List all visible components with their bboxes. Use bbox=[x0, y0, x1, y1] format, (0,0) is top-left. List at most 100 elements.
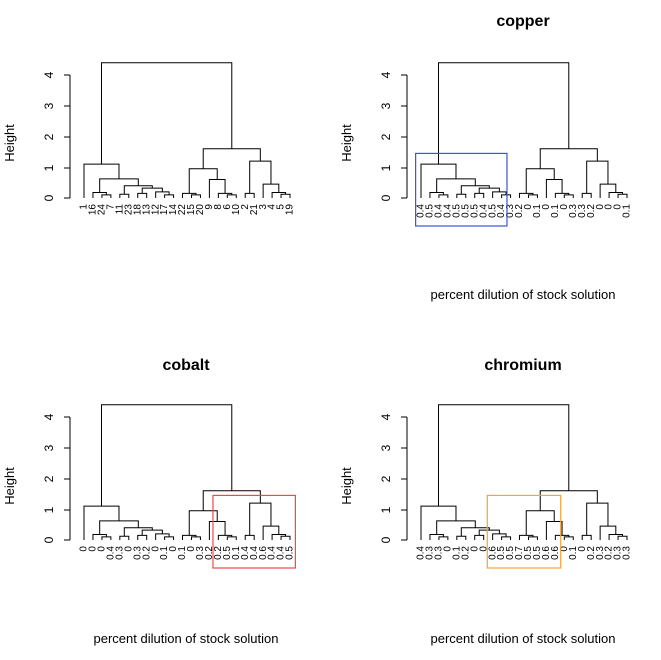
leaf-label: 0 bbox=[595, 204, 606, 210]
dendrogram-link bbox=[101, 194, 112, 198]
leaf-label: 17 bbox=[159, 204, 170, 216]
dendrogram-link bbox=[474, 534, 485, 540]
leaf-label: 0 bbox=[97, 546, 108, 552]
panel-chromium-ylabel: Height bbox=[339, 467, 354, 505]
leaf-label: 0 bbox=[604, 204, 615, 210]
dendrogram-link bbox=[182, 534, 197, 540]
leaf-label: 0.3 bbox=[434, 546, 445, 560]
ytick-label: 1 bbox=[379, 506, 393, 513]
panel-top-left-yaxis bbox=[64, 74, 71, 199]
dendrogram-link bbox=[525, 510, 555, 536]
ytick-label: 2 bbox=[42, 475, 56, 482]
dendrogram-link bbox=[478, 529, 500, 536]
leaf-label: 0.3 bbox=[425, 546, 436, 560]
leaf-label: 0.2 bbox=[604, 546, 615, 560]
panel-cobalt-tree bbox=[83, 404, 291, 540]
dendrogram-link bbox=[474, 192, 485, 198]
leaf-label: 0 bbox=[186, 546, 197, 552]
dendrogram-link bbox=[438, 536, 449, 540]
dendrogram-link bbox=[190, 536, 201, 540]
panel-chromium: chromium Height 0 1 2 3 4 0.40.30.300.10… bbox=[339, 357, 633, 646]
leaf-label: 9 bbox=[204, 204, 215, 210]
dendrogram-link bbox=[501, 536, 512, 540]
dendrogram-link bbox=[182, 192, 197, 198]
leaf-label: 13 bbox=[141, 204, 152, 216]
dendrogram-link bbox=[527, 194, 538, 198]
dendrogram-link bbox=[437, 62, 570, 165]
dendrogram-link bbox=[456, 193, 467, 198]
leaf-label: 2 bbox=[240, 204, 251, 210]
dendrogram-link bbox=[119, 193, 130, 198]
dendrogram-link bbox=[563, 194, 574, 198]
panel-copper-xlabel: percent dilution of stock solution bbox=[431, 287, 616, 302]
panel-chromium-yticks: 0 1 2 3 4 bbox=[379, 413, 393, 543]
panel-copper-yticks: 0 1 2 3 4 bbox=[379, 71, 393, 201]
leaf-label: 0.6 bbox=[487, 546, 498, 560]
ytick-label: 4 bbox=[379, 413, 393, 420]
dendrogram-link bbox=[208, 179, 226, 198]
leaf-label: 1 bbox=[79, 204, 90, 210]
dendrogram-link bbox=[100, 404, 233, 507]
dendrogram-link bbox=[554, 534, 570, 540]
dendrogram-link bbox=[525, 168, 555, 194]
leaf-label: 0 bbox=[123, 546, 134, 552]
dendrogram-link bbox=[249, 160, 272, 194]
leaf-label: 0.2 bbox=[213, 546, 224, 560]
dendrogram-link bbox=[608, 191, 624, 198]
panel-top-left: Height 0 1 2 3 4 11624711231813121714221… bbox=[2, 62, 296, 216]
leaf-label: 24 bbox=[97, 204, 108, 216]
leaf-label: 0 bbox=[150, 546, 161, 552]
leaf-label: 0 bbox=[469, 546, 480, 552]
panel-chromium-tree bbox=[420, 404, 628, 540]
leaf-label: 0 bbox=[79, 546, 90, 552]
leaf-label: 0.5 bbox=[487, 204, 498, 218]
leaf-label: 22 bbox=[177, 204, 188, 216]
dendrogram-link bbox=[244, 192, 255, 198]
leaf-label: 0.4 bbox=[416, 204, 427, 218]
dendrogram-link bbox=[437, 404, 570, 507]
leaf-label: 0.2 bbox=[204, 546, 215, 560]
dendrogram-link bbox=[539, 148, 598, 169]
panel-cobalt-yticks: 0 1 2 3 4 bbox=[42, 413, 56, 543]
dendrogram-link bbox=[586, 502, 609, 536]
dendrogram-link bbox=[527, 536, 538, 540]
leaf-label: 0.1 bbox=[550, 204, 561, 218]
dendrogram-link bbox=[244, 534, 255, 540]
panel-top-left-tree bbox=[83, 62, 291, 198]
panel-copper-leaf-labels: 0.40.50.40.40.50.50.50.40.50.40.30.200.1… bbox=[416, 204, 633, 218]
panel-cobalt-leaf-labels: 0000.40.300.30.200.100.100.30.20.20.50.1… bbox=[79, 546, 296, 560]
panel-copper-highlight-box bbox=[415, 152, 508, 227]
ytick-label: 1 bbox=[379, 164, 393, 171]
leaf-label: 19 bbox=[285, 204, 296, 216]
leaf-label: 0 bbox=[613, 204, 624, 210]
leaf-label: 0.5 bbox=[425, 204, 436, 218]
panel-copper-tree bbox=[420, 62, 628, 198]
leaf-label: 0.5 bbox=[532, 546, 543, 560]
dendrogram-link bbox=[617, 535, 628, 540]
leaf-label: 18 bbox=[132, 204, 143, 216]
leaf-label: 0 bbox=[443, 546, 454, 552]
dendrogram-link bbox=[271, 191, 287, 198]
panel-chromium-title: chromium bbox=[484, 357, 561, 374]
dendrogram-link bbox=[141, 187, 163, 194]
leaf-label: 0.1 bbox=[622, 204, 633, 218]
dendrogram-link bbox=[429, 533, 444, 540]
dendrogram-link bbox=[478, 187, 500, 194]
leaf-label: 0.5 bbox=[460, 204, 471, 218]
leaf-label: 0.3 bbox=[132, 546, 143, 560]
leaf-label: 0.4 bbox=[434, 204, 445, 218]
ytick-label: 0 bbox=[42, 194, 56, 201]
leaf-label: 0 bbox=[478, 546, 489, 552]
leaf-label: 15 bbox=[186, 204, 197, 216]
panel-cobalt-ylabel: Height bbox=[2, 467, 17, 505]
panel-cobalt-yaxis bbox=[64, 416, 71, 541]
panel-chromium-xlabel: percent dilution of stock solution bbox=[431, 631, 616, 646]
leaf-label: 0.7 bbox=[514, 546, 525, 560]
dendrogram-link bbox=[137, 534, 148, 540]
panel-copper-ylabel: Height bbox=[339, 124, 354, 162]
leaf-label: 5 bbox=[276, 204, 287, 210]
panel-chromium-highlight-box bbox=[486, 494, 562, 569]
dendrogram-link bbox=[262, 525, 280, 540]
leaf-label: 0.4 bbox=[443, 204, 454, 218]
